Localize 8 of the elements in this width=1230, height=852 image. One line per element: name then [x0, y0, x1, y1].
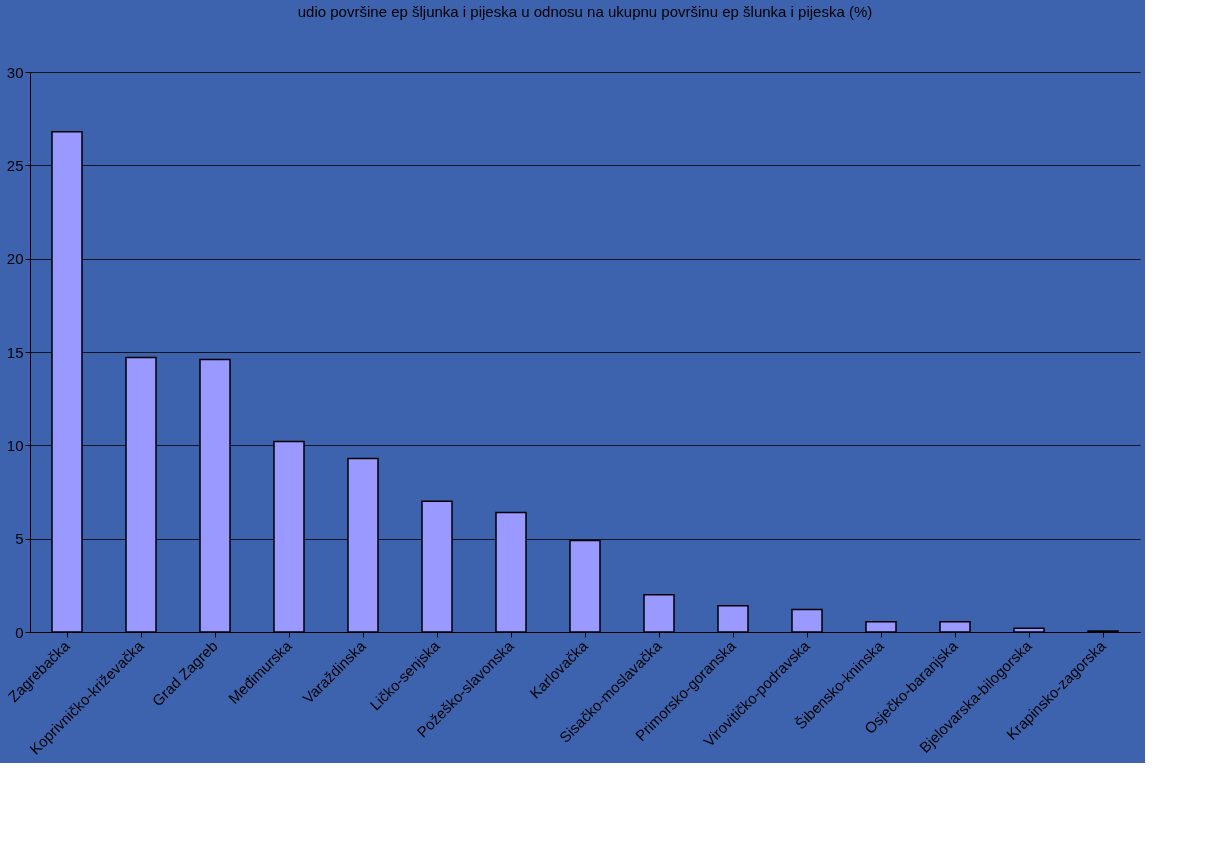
chart-title: udio površine ep šljunka i pijeska u odnosu na ukupnu površinu ep šlunka i pijeska (%): [297, 3, 873, 20]
y-tick-label: 0: [15, 623, 24, 641]
y-tick-label: 30: [6, 63, 24, 81]
y-tick-label: 10: [6, 436, 24, 454]
y-tick-label: 25: [6, 156, 24, 174]
y-tick-label: 15: [6, 343, 24, 361]
y-tick-label: 5: [15, 530, 24, 548]
y-tick-label: 20: [6, 250, 24, 268]
